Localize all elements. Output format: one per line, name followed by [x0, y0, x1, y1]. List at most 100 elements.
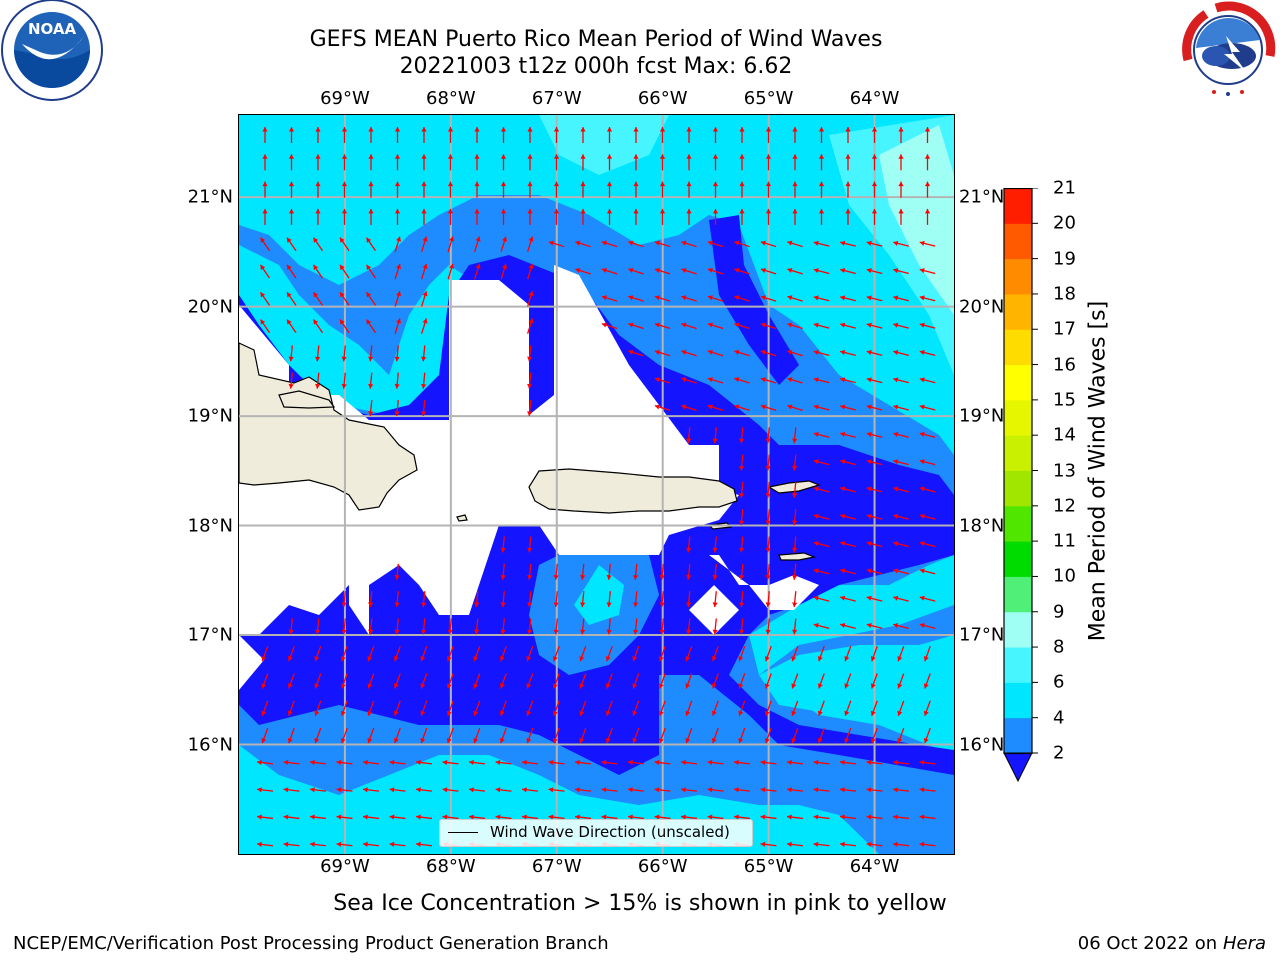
wave-direction-arrow: [421, 236, 428, 253]
wave-direction-arrow: [286, 237, 297, 252]
wave-direction-arrow: [866, 240, 883, 247]
wave-direction-arrow: [362, 787, 380, 793]
wave-direction-arrow: [924, 181, 931, 198]
wave-direction-arrow: [632, 727, 640, 744]
wave-direction-arrow: [259, 291, 271, 306]
wave-direction-arrow: [765, 427, 771, 444]
wave-direction-arrow: [601, 267, 618, 275]
wave-direction-arrow: [526, 700, 534, 717]
wave-direction-arrow: [415, 814, 433, 820]
wave-direction-arrow: [792, 181, 798, 198]
latitude-label: 20°N: [187, 296, 233, 318]
footer-credit: NCEP/EMC/Verification Post Processing Pr…: [13, 933, 609, 954]
wave-direction-arrow: [813, 240, 830, 247]
wave-direction-arrow: [580, 208, 586, 225]
latitude-label: 19°N: [187, 405, 233, 427]
wave-direction-arrow: [473, 673, 481, 689]
wave-direction-arrow: [739, 127, 745, 143]
wave-direction-arrow: [420, 727, 428, 744]
wave-direction-arrow: [575, 240, 591, 248]
wave-direction-arrow: [527, 181, 533, 198]
wave-direction-arrow: [792, 591, 798, 608]
wave-direction-arrow: [521, 814, 539, 820]
wave-direction-arrow: [341, 154, 348, 171]
wave-direction-arrow: [760, 240, 777, 248]
wave-direction-arrow: [818, 127, 825, 143]
wave-direction-arrow: [866, 459, 883, 466]
wave-direction-arrow: [474, 263, 481, 280]
wave-direction-arrow: [632, 700, 640, 717]
wave-direction-arrow: [367, 727, 375, 744]
wave-direction-arrow: [315, 372, 321, 389]
wave-direction-arrow: [919, 595, 936, 602]
wave-direction-arrow: [792, 208, 798, 225]
wave-direction-arrow: [339, 291, 350, 306]
wave-direction-arrow: [866, 350, 883, 357]
wave-direction-arrow: [839, 759, 857, 766]
colorbar-tick-label: 15: [1053, 389, 1076, 411]
wave-direction-arrow: [792, 427, 798, 444]
wave-direction-arrow: [473, 727, 481, 744]
wave-direction-arrow: [685, 673, 693, 689]
wave-direction-arrow: [468, 814, 486, 820]
wave-direction-arrow: [739, 563, 745, 580]
wave-direction-arrow: [447, 618, 453, 635]
wave-direction-arrow: [924, 208, 931, 225]
wave-direction-arrow: [707, 240, 724, 248]
wave-direction-arrow: [734, 349, 750, 357]
wave-direction-arrow: [633, 154, 639, 171]
wave-direction-arrow: [765, 563, 771, 580]
wave-direction-arrow: [659, 591, 665, 608]
wave-direction-arrow: [628, 267, 644, 275]
wave-direction-arrow: [711, 727, 719, 744]
wave-direction-arrow: [840, 623, 856, 630]
wave-direction-arrow: [394, 345, 400, 362]
wave-direction-arrow: [605, 645, 613, 662]
wave-direction-arrow: [893, 268, 909, 275]
field-level-2-4-ne-strip: [709, 215, 799, 385]
wave-direction-arrow: [712, 208, 719, 225]
wave-direction-arrow: [680, 787, 698, 793]
wave-direction-arrow: [897, 673, 905, 689]
colorbar-segment: [1004, 576, 1032, 613]
colorbar-tick-label: 19: [1053, 248, 1076, 270]
wave-direction-arrow: [760, 295, 777, 302]
wave-direction-arrow: [866, 841, 883, 847]
wave-direction-arrow: [394, 127, 401, 143]
wave-direction-arrow: [521, 759, 539, 766]
wave-direction-arrow: [548, 759, 565, 766]
colorbar-tick-label: 4: [1053, 707, 1065, 729]
wave-direction-arrow: [866, 377, 883, 384]
wave-direction-arrow: [340, 673, 348, 689]
wave-direction-arrow: [500, 263, 508, 280]
wave-direction-arrow: [707, 295, 724, 302]
wave-direction-arrow: [786, 787, 804, 793]
wave-direction-arrow: [394, 236, 402, 253]
wave-direction-arrow: [786, 759, 804, 766]
wave-direction-arrow: [394, 318, 402, 334]
wave-direction-arrow: [765, 618, 771, 635]
wave-direction-arrow: [527, 154, 533, 171]
wave-direction-arrow: [659, 563, 665, 580]
colorbar-segment: [1004, 188, 1032, 224]
wave-direction-arrow: [288, 372, 294, 389]
puerto-rico-land: [528, 468, 738, 514]
wave-direction-arrow: [654, 377, 671, 384]
wave-direction-arrow: [870, 673, 878, 689]
wave-direction-arrow: [527, 399, 533, 417]
wave-direction-arrow: [394, 181, 401, 198]
wave-direction-arrow: [840, 486, 856, 493]
wave-direction-arrow: [686, 536, 692, 553]
wave-direction-arrow: [866, 759, 883, 766]
longitude-label: 67°W: [531, 856, 582, 877]
colorbar-segment: [1004, 470, 1032, 507]
wave-direction-arrow: [368, 208, 374, 225]
wave-direction-arrow: [574, 759, 592, 766]
wave-direction-arrow: [552, 700, 560, 717]
wave-direction-arrow: [840, 568, 856, 575]
wave-direction-arrow: [447, 208, 454, 225]
wave-direction-arrow: [760, 349, 777, 357]
wave-direction-arrow: [421, 345, 427, 362]
colorbar-tick-label: 10: [1053, 565, 1076, 587]
wave-direction-arrow: [654, 404, 671, 411]
